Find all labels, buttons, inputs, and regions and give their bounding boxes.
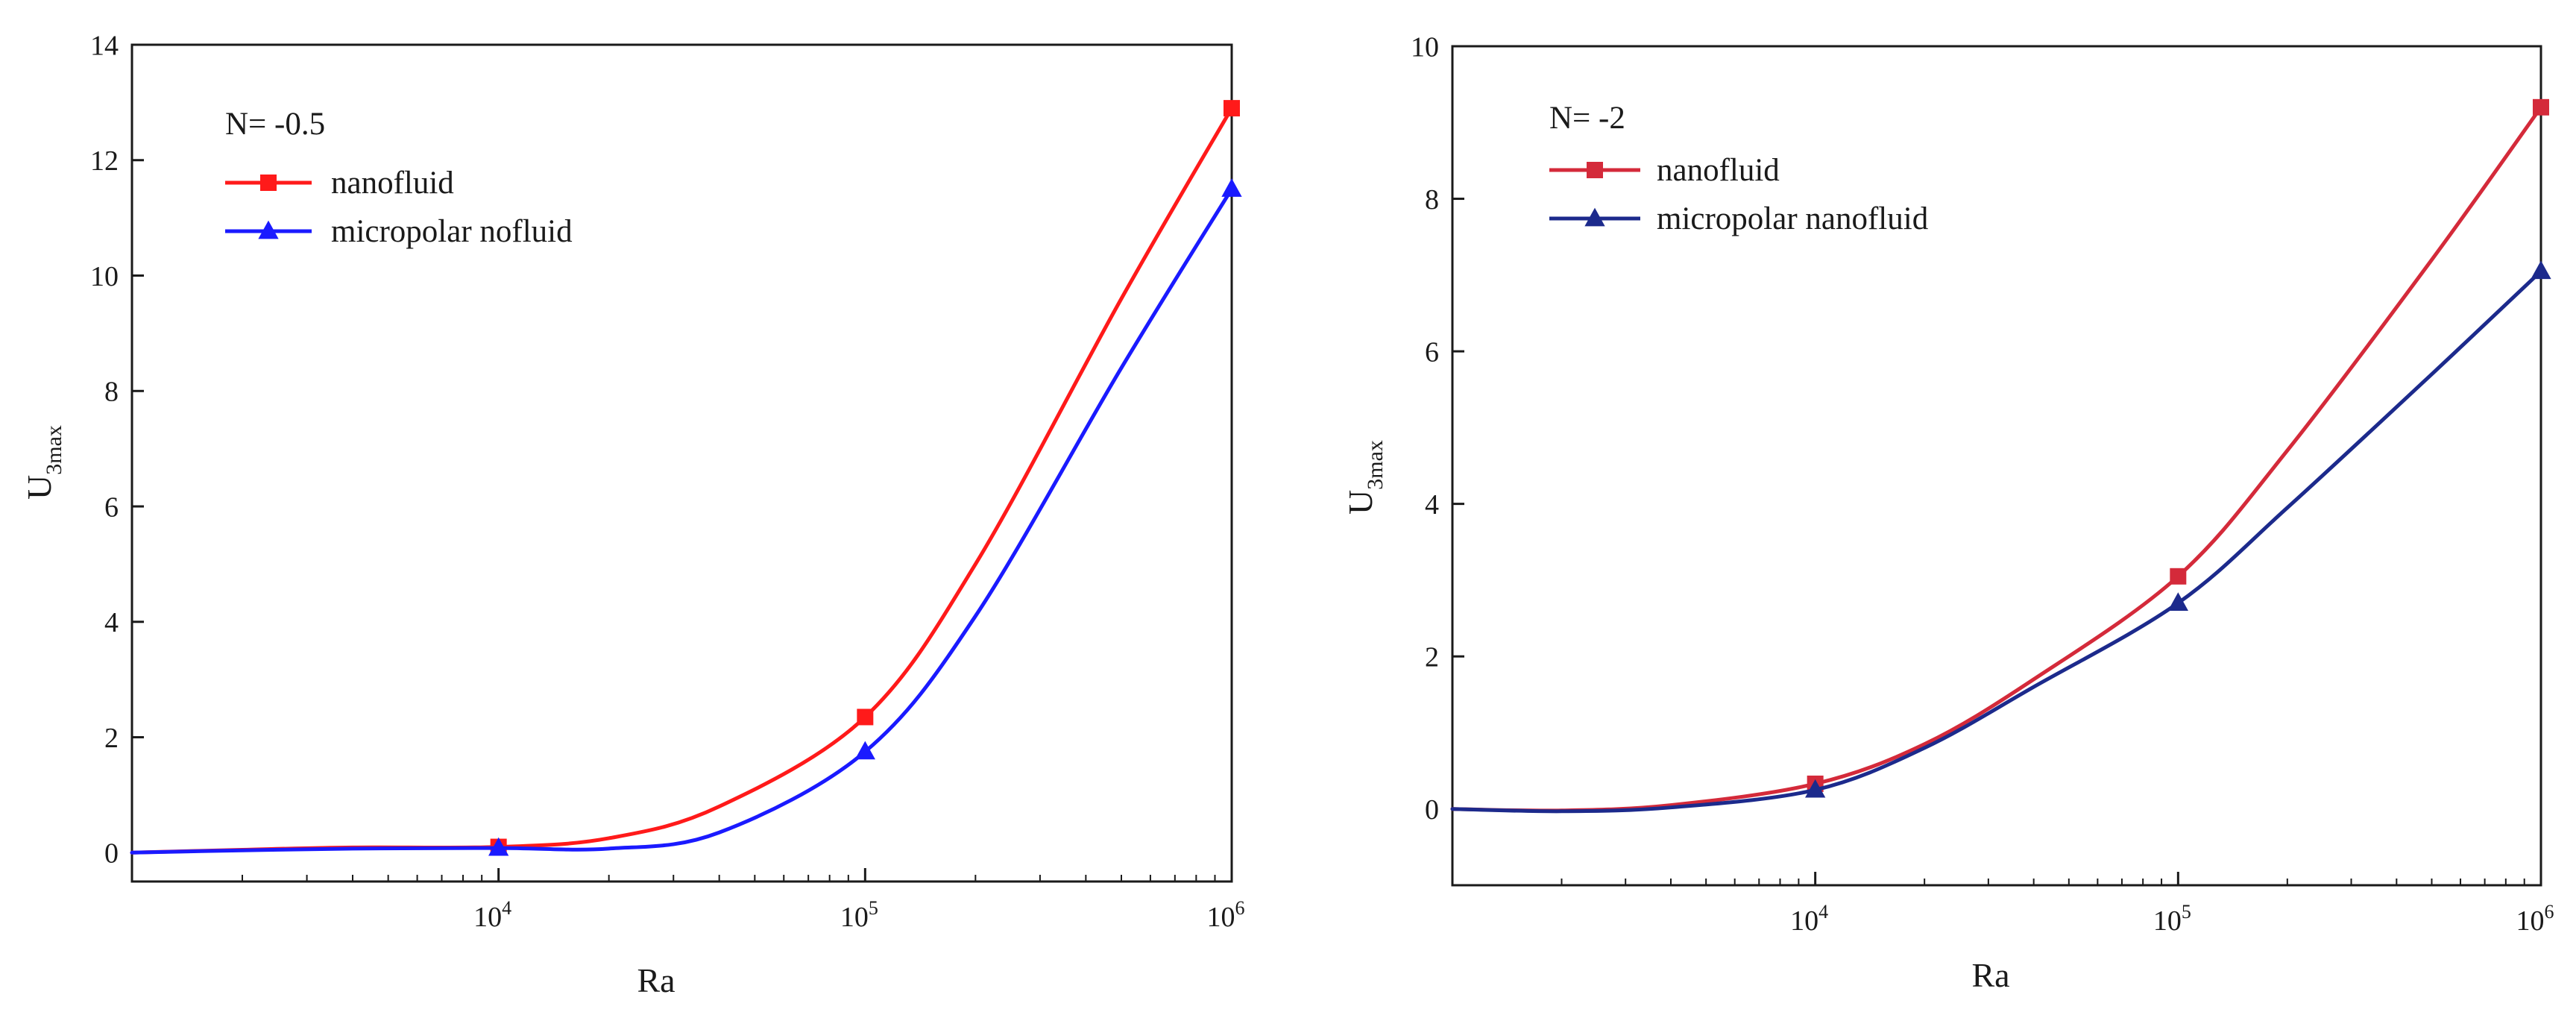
series-line [1450,269,2543,814]
series-line [130,106,1234,855]
y-tick-label: 4 [104,607,119,638]
x-tick-label: 105 [840,897,878,933]
y-axis-title: U3max [20,425,66,500]
y-tick-label: 2 [104,723,119,754]
y-axis-title-main: U [1341,490,1379,515]
x-tick-base: 10 [1207,902,1235,933]
series-micropolar-nanofluid [1450,260,2551,814]
x-tick-exponent: 5 [2182,901,2191,923]
data-point [1805,779,1826,798]
x-tick-label: 104 [473,897,511,933]
x-tick-exponent: 6 [1235,897,1245,919]
y-tick-label: 0 [1425,794,1439,826]
legend-marker [1587,162,1603,178]
x-tick-base: 10 [2153,905,2182,937]
data-point [1221,178,1242,197]
x-tick-base: 10 [2516,905,2545,937]
legend-label: micropolar nanofluid [1657,201,1928,236]
data-point [2531,260,2551,280]
x-tick-label: 106 [1207,897,1245,933]
data-point [2533,98,2549,116]
y-tick-label: 4 [1425,489,1439,521]
x-tick-label: 105 [2153,901,2191,937]
x-axis-title: Ra [1971,956,2009,994]
series-nanofluid [130,100,1240,855]
x-tick-exponent: 4 [502,897,511,919]
y-tick-label: 10 [1411,31,1439,63]
series-line [130,186,1234,855]
y-tick-label: 0 [104,838,119,870]
x-tick-base: 10 [840,902,869,933]
legend-label: nanofluid [331,166,454,201]
data-point [854,741,875,760]
x-tick-exponent: 4 [1818,901,1828,923]
series-nanofluid [1450,98,2549,813]
y-tick-label: 8 [104,377,119,408]
data-point [2170,568,2187,585]
x-tick-label: 106 [2516,901,2554,937]
data-point [488,837,509,856]
y-tick-label: 8 [1425,184,1439,216]
plot-frame [130,43,1233,883]
x-tick-base: 10 [473,902,502,933]
y-tick-label: 2 [1425,641,1439,673]
data-point [2167,592,2188,611]
y-tick-label: 12 [90,145,119,177]
y-tick-label: 6 [1425,336,1439,368]
series-line [1450,105,2543,813]
legend-label: micropolar nofluid [331,214,573,249]
x-tick-exponent: 5 [869,897,878,919]
x-tick-label: 104 [1790,901,1828,937]
chart-annotation: N= -2 [1549,101,1625,136]
x-axis-title: Ra [637,961,675,999]
y-tick-label: 14 [90,30,119,61]
y-tick-label: 6 [104,491,119,523]
data-point [857,708,874,726]
legend-label: nanofluid [1657,153,1780,188]
x-tick-base: 10 [1790,905,1818,937]
legend-marker [258,220,279,239]
x-tick-exponent: 6 [2545,901,2554,923]
legend-marker [260,175,277,191]
y-axis-title: U3max [1341,440,1388,515]
legend-marker [1584,207,1605,227]
y-tick-label: 10 [90,261,119,292]
plot-frame [1451,45,2542,887]
data-point [1224,100,1240,117]
y-axis-title-subscript: 3max [1363,440,1388,490]
chart-annotation: N= -0.5 [225,107,325,142]
series-micropolar-nofluid [130,178,1242,856]
y-axis-title-main: U [20,475,58,500]
y-axis-title-subscript: 3max [42,425,66,475]
